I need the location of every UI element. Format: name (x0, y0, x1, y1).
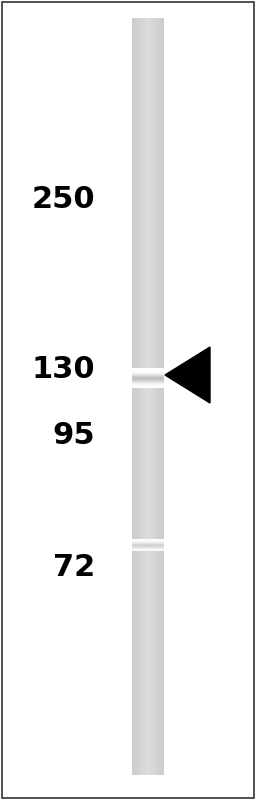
Text: 130: 130 (31, 355, 95, 385)
Bar (132, 18, 164, 775)
Text: 95: 95 (52, 421, 95, 450)
Polygon shape (165, 347, 210, 403)
Text: 72: 72 (53, 554, 95, 582)
Text: 250: 250 (31, 186, 95, 214)
